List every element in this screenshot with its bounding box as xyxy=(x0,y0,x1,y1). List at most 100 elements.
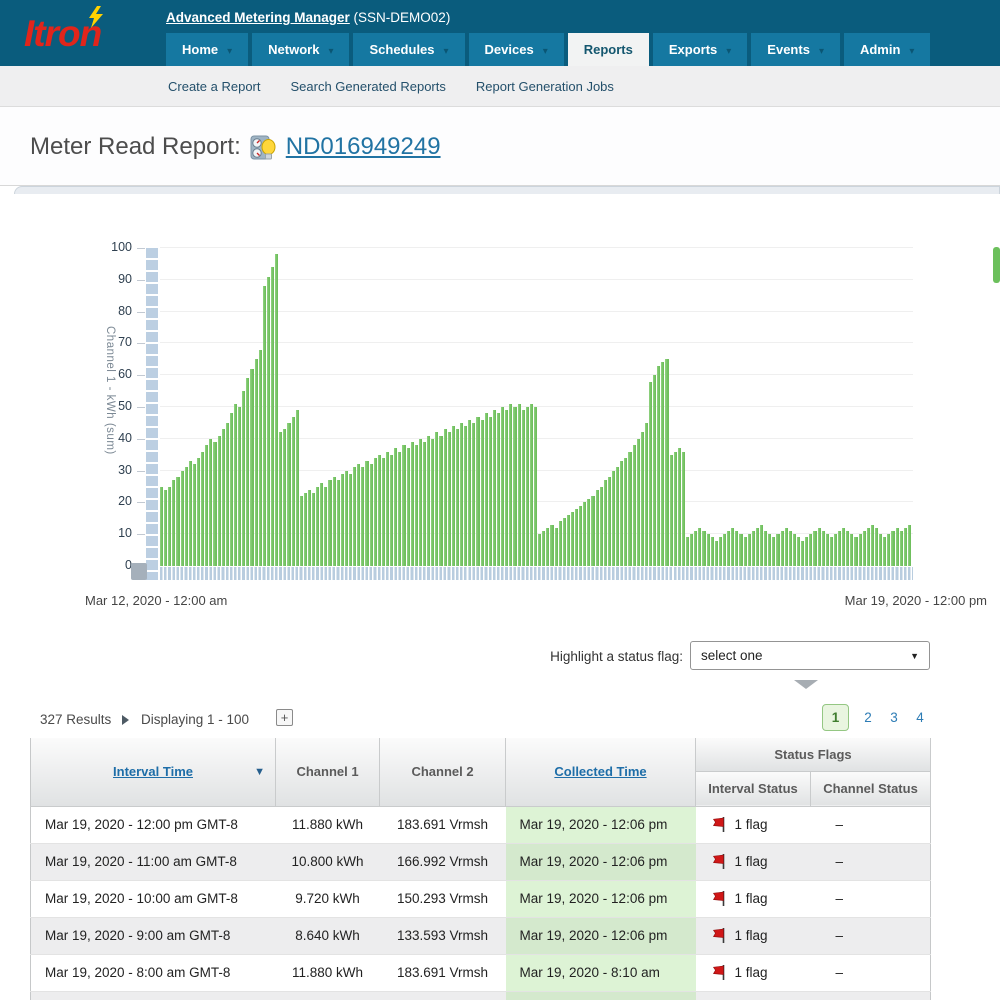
chevron-down-icon: ▾ xyxy=(328,46,333,57)
cell-channel-status: – xyxy=(811,917,931,954)
nav-tab-exports[interactable]: Exports▾ xyxy=(653,33,747,66)
chart-bar xyxy=(534,407,537,566)
nav-tab-schedules[interactable]: Schedules▾ xyxy=(353,33,464,66)
chart-bar xyxy=(715,541,718,566)
nav-tab-network[interactable]: Network▾ xyxy=(252,33,349,66)
chart-bar xyxy=(407,448,410,566)
chart-bar xyxy=(361,467,364,566)
col-header-interval-time[interactable]: Interval Time ▼ xyxy=(31,738,276,806)
chart-bar xyxy=(764,531,767,566)
y-tickmark xyxy=(137,534,145,535)
y-tickmark xyxy=(137,248,145,249)
chart-bar xyxy=(797,537,800,566)
chart-bar xyxy=(398,452,401,566)
nav-tab-events[interactable]: Events▾ xyxy=(751,33,840,66)
y-tickmark xyxy=(137,312,145,313)
chart-bar xyxy=(875,528,878,566)
cell-channel1: 9.720 kWh xyxy=(276,880,380,917)
chart-bar xyxy=(489,417,492,566)
chart-bar xyxy=(694,531,697,566)
chart-x-end-label: Mar 19, 2020 - 12:00 pm xyxy=(845,593,987,608)
nav-tab-admin[interactable]: Admin▾ xyxy=(844,33,930,66)
chart-bar xyxy=(707,534,710,566)
flag-count-label: 1 flag xyxy=(735,965,768,980)
chart-bar xyxy=(296,410,299,566)
chart-bar xyxy=(365,461,368,566)
chart-bar xyxy=(587,499,590,566)
chart-bar xyxy=(752,531,755,566)
chart-bar xyxy=(411,442,414,566)
meter-device-icon xyxy=(250,134,277,161)
cell-interval-status[interactable]: 1 flag xyxy=(696,806,811,843)
page-title: Meter Read Report: xyxy=(30,133,241,161)
cell-interval-status[interactable]: 1 flag xyxy=(696,954,811,991)
pagination-current-page[interactable]: 1 xyxy=(822,704,849,731)
y-tickmark xyxy=(137,343,145,344)
chart-bar xyxy=(748,534,751,566)
chart-bar xyxy=(735,531,738,566)
cell-interval-status[interactable]: 1 flag xyxy=(696,917,811,954)
red-flag-icon xyxy=(711,816,728,833)
table-row: Mar 19, 2020 - 11:00 am GMT-810.800 kWh1… xyxy=(31,843,931,880)
y-tickmark xyxy=(137,439,145,440)
chart-bar xyxy=(891,531,894,566)
cell-interval-status[interactable]: 1 flag xyxy=(696,843,811,880)
main-nav: Home▾Network▾Schedules▾Devices▾ReportsEx… xyxy=(166,33,930,66)
chart-bar xyxy=(353,467,356,566)
cell-interval-time: Mar 19, 2020 - 9:00 am GMT-8 xyxy=(31,917,276,954)
col-header-collected-time[interactable]: Collected Time xyxy=(506,738,696,806)
lightning-bolt-icon xyxy=(87,6,105,28)
chart-bar xyxy=(538,534,541,566)
pagination-page-3[interactable]: 3 xyxy=(887,710,901,725)
cell-collected-time: Mar 19, 2020 - 8:10 am xyxy=(506,954,696,991)
app-title-link[interactable]: Advanced Metering Manager xyxy=(166,10,350,25)
device-id-link[interactable]: ND016949249 xyxy=(286,133,441,161)
pagination-page-4[interactable]: 4 xyxy=(913,710,927,725)
subnav-item-search-generated-reports[interactable]: Search Generated Reports xyxy=(291,79,446,94)
itron-logo: Itron xyxy=(24,8,144,60)
chart-bar xyxy=(279,432,282,566)
chart-bar xyxy=(201,452,204,566)
chart-bar xyxy=(727,531,730,566)
chart-bar xyxy=(374,458,377,566)
nav-tab-reports[interactable]: Reports xyxy=(568,33,649,66)
chart-bar xyxy=(628,452,631,566)
nav-tab-home[interactable]: Home▾ xyxy=(166,33,248,66)
chart-bar xyxy=(604,480,607,566)
chart-bar xyxy=(415,445,418,566)
chevron-down-icon: ▾ xyxy=(909,46,914,57)
chart-bar xyxy=(242,391,245,566)
chevron-down-icon: ▾ xyxy=(819,46,824,57)
expand-table-icon[interactable]: + xyxy=(276,709,293,726)
status-flag-select[interactable]: select one ▼ xyxy=(690,641,930,670)
chart-bar xyxy=(682,452,685,566)
chart-bar xyxy=(505,410,508,566)
chart-bar xyxy=(205,445,208,566)
chart-bar xyxy=(526,407,529,566)
chart-bar xyxy=(649,382,652,566)
cell-interval-status[interactable]: 1 flag xyxy=(696,880,811,917)
chart-bar xyxy=(164,490,167,566)
collapse-chart-chevron[interactable] xyxy=(794,680,818,689)
nav-tab-devices[interactable]: Devices▾ xyxy=(469,33,564,66)
subnav-item-create-a-report[interactable]: Create a Report xyxy=(168,79,261,94)
chart-vertical-zoom-rail[interactable] xyxy=(146,248,158,580)
chart-bar xyxy=(711,537,714,566)
y-tick-label: 70 xyxy=(88,335,132,349)
chart-bar xyxy=(312,493,315,566)
chart-horizontal-zoom-rail[interactable] xyxy=(160,567,913,580)
chart-bar xyxy=(485,413,488,566)
table-body: Mar 19, 2020 - 12:00 pm GMT-811.880 kWh1… xyxy=(31,806,931,1000)
flag-count-label: 1 flag xyxy=(735,817,768,832)
subnav-item-report-generation-jobs[interactable]: Report Generation Jobs xyxy=(476,79,614,94)
chart-rail-handle[interactable] xyxy=(131,563,147,580)
chart-bar xyxy=(448,432,451,566)
chart-bar xyxy=(394,448,397,566)
chart-bar xyxy=(287,423,290,566)
status-flag-filter-label: Highlight a status flag: xyxy=(483,649,683,664)
chart-bar xyxy=(530,404,533,566)
pagination-page-2[interactable]: 2 xyxy=(861,710,875,725)
page-scrollbar-thumb[interactable] xyxy=(993,247,1000,283)
chart-bar xyxy=(805,537,808,566)
red-flag-icon xyxy=(711,890,728,907)
